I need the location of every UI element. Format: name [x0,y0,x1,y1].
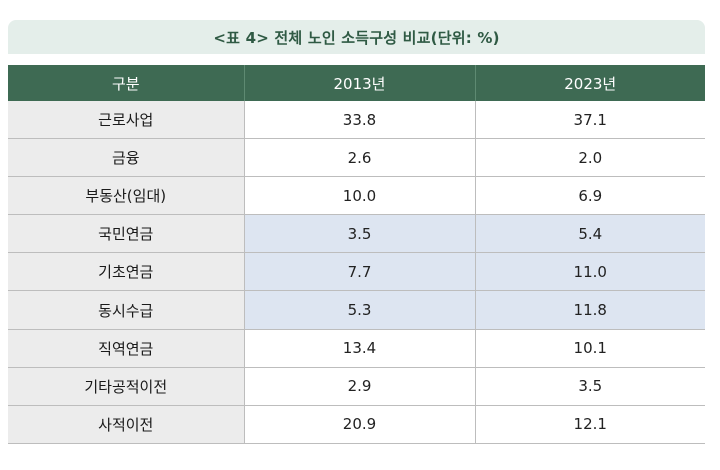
value-2013: 7.7 [243,252,475,292]
header-2023: 2023년 [474,65,705,101]
row-label: 기초연금 [8,252,244,292]
row-label: 부동산(임대) [8,176,244,216]
row-label: 금융 [8,138,244,178]
row-label: 국민연금 [8,214,244,254]
table-row: 사적이전 20.9 12.1 [8,405,705,444]
table-row: 국민연금 3.5 5.4 [8,214,705,254]
header-2013: 2013년 [243,65,475,101]
value-2013: 2.6 [243,138,475,178]
table-row: 금융 2.6 2.0 [8,138,705,178]
value-2013: 2.9 [243,367,475,406]
table-row: 근로사업 33.8 37.1 [8,101,705,140]
table-row: 기타공적이전 2.9 3.5 [8,367,705,406]
row-label: 직역연금 [8,329,244,368]
value-2023: 6.9 [474,176,705,216]
row-label: 동시수급 [8,290,244,330]
table-row: 부동산(임대) 10.0 6.9 [8,176,705,216]
value-2023: 37.1 [474,101,705,140]
row-label: 기타공적이전 [8,367,244,406]
value-2013: 13.4 [243,329,475,368]
table-row: 동시수급 5.3 11.8 [8,290,705,330]
header-category: 구분 [8,65,244,101]
value-2013: 5.3 [243,290,475,330]
row-label: 사적이전 [8,405,244,444]
value-2023: 12.1 [474,405,705,444]
value-2013: 33.8 [243,101,475,140]
value-2013: 10.0 [243,176,475,216]
value-2013: 3.5 [243,214,475,254]
value-2023: 5.4 [474,214,705,254]
value-2023: 2.0 [474,138,705,178]
value-2013: 20.9 [243,405,475,444]
value-2023: 3.5 [474,367,705,406]
value-2023: 11.0 [474,252,705,292]
table-caption: <표 4> 전체 노인 소득구성 비교(단위: %) [8,20,705,54]
value-2023: 10.1 [474,329,705,368]
table-header-row: 구분 2013년 2023년 [8,65,705,101]
table-row: 직역연금 13.4 10.1 [8,329,705,368]
row-label: 근로사업 [8,101,244,140]
table-row: 기초연금 7.7 11.0 [8,252,705,292]
value-2023: 11.8 [474,290,705,330]
income-composition-table: 구분 2013년 2023년 근로사업 33.8 37.1 금융 2.6 2.0 부동산(임… [8,65,705,444]
